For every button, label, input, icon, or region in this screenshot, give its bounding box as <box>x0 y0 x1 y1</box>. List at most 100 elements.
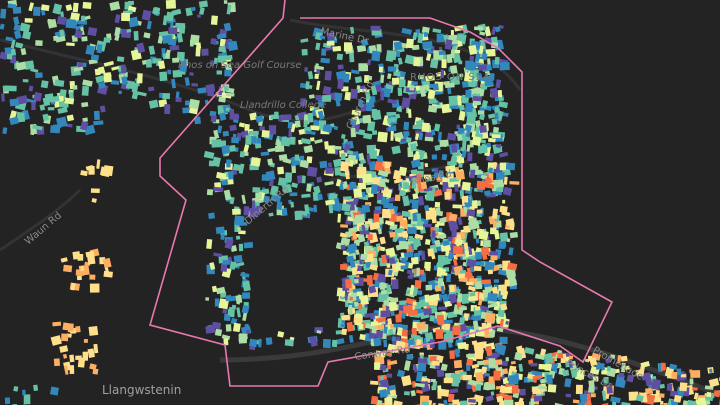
building <box>357 182 367 190</box>
building <box>369 264 378 271</box>
building <box>395 137 401 143</box>
building <box>443 399 448 405</box>
building <box>226 4 232 15</box>
building <box>233 215 245 226</box>
building <box>416 267 420 277</box>
building <box>260 151 270 156</box>
building <box>300 38 309 43</box>
building <box>5 36 14 42</box>
building <box>405 362 410 370</box>
building <box>671 371 678 380</box>
building <box>387 66 397 72</box>
building <box>645 387 654 395</box>
building <box>325 167 334 174</box>
building <box>304 67 308 72</box>
building <box>514 352 523 361</box>
building <box>430 379 436 383</box>
building <box>606 365 612 372</box>
building <box>708 368 713 374</box>
building <box>325 124 331 132</box>
building <box>592 376 599 382</box>
building <box>504 279 510 287</box>
building <box>575 384 583 395</box>
building <box>343 42 352 52</box>
building <box>136 91 147 97</box>
building <box>233 261 245 268</box>
building <box>9 116 19 126</box>
poi-label: Rhos on Sea Golf Course <box>178 60 302 71</box>
building <box>481 279 491 285</box>
building <box>93 343 99 354</box>
building <box>78 264 90 276</box>
building <box>438 341 447 350</box>
building <box>23 394 31 405</box>
building <box>478 45 484 55</box>
building <box>340 323 346 328</box>
building <box>495 144 502 149</box>
building <box>393 71 401 77</box>
building <box>225 294 233 302</box>
building <box>426 191 435 202</box>
building <box>216 70 222 75</box>
building <box>281 183 293 194</box>
building <box>222 308 228 314</box>
building <box>362 114 372 124</box>
building <box>463 242 469 251</box>
building <box>188 107 199 115</box>
building <box>470 314 477 321</box>
building <box>10 39 16 49</box>
building <box>358 304 363 310</box>
building <box>66 42 75 47</box>
building <box>116 56 125 63</box>
building <box>361 204 371 214</box>
building <box>370 395 379 405</box>
building <box>360 38 369 47</box>
building <box>91 198 97 203</box>
building <box>457 127 466 135</box>
building <box>278 153 288 161</box>
building <box>484 190 491 196</box>
building <box>298 128 307 135</box>
building <box>509 231 519 239</box>
building <box>176 51 185 62</box>
building <box>354 76 363 84</box>
building <box>349 296 353 301</box>
building <box>412 193 419 200</box>
building <box>320 57 331 64</box>
building <box>7 3 17 9</box>
building <box>505 162 516 171</box>
building <box>508 375 519 385</box>
building <box>499 303 508 311</box>
building <box>54 79 65 87</box>
building <box>69 354 75 363</box>
building <box>337 78 344 90</box>
building <box>301 175 306 184</box>
building <box>624 365 630 371</box>
building <box>690 370 701 378</box>
building <box>238 122 245 128</box>
building <box>270 194 282 203</box>
building <box>444 319 453 324</box>
building <box>477 63 488 72</box>
building <box>454 238 463 246</box>
building <box>250 136 257 144</box>
building <box>419 88 427 98</box>
building <box>416 321 426 331</box>
building <box>63 264 73 273</box>
building <box>477 400 482 405</box>
building <box>449 284 455 293</box>
building <box>363 241 370 247</box>
building <box>498 240 507 248</box>
building <box>386 284 391 293</box>
building <box>383 300 389 306</box>
building <box>197 87 207 94</box>
building <box>389 231 396 238</box>
building <box>359 88 370 93</box>
building <box>336 338 345 345</box>
building <box>451 228 457 238</box>
building <box>80 170 88 177</box>
building <box>340 224 348 228</box>
building <box>396 327 403 336</box>
building <box>468 217 477 224</box>
building <box>414 133 420 141</box>
